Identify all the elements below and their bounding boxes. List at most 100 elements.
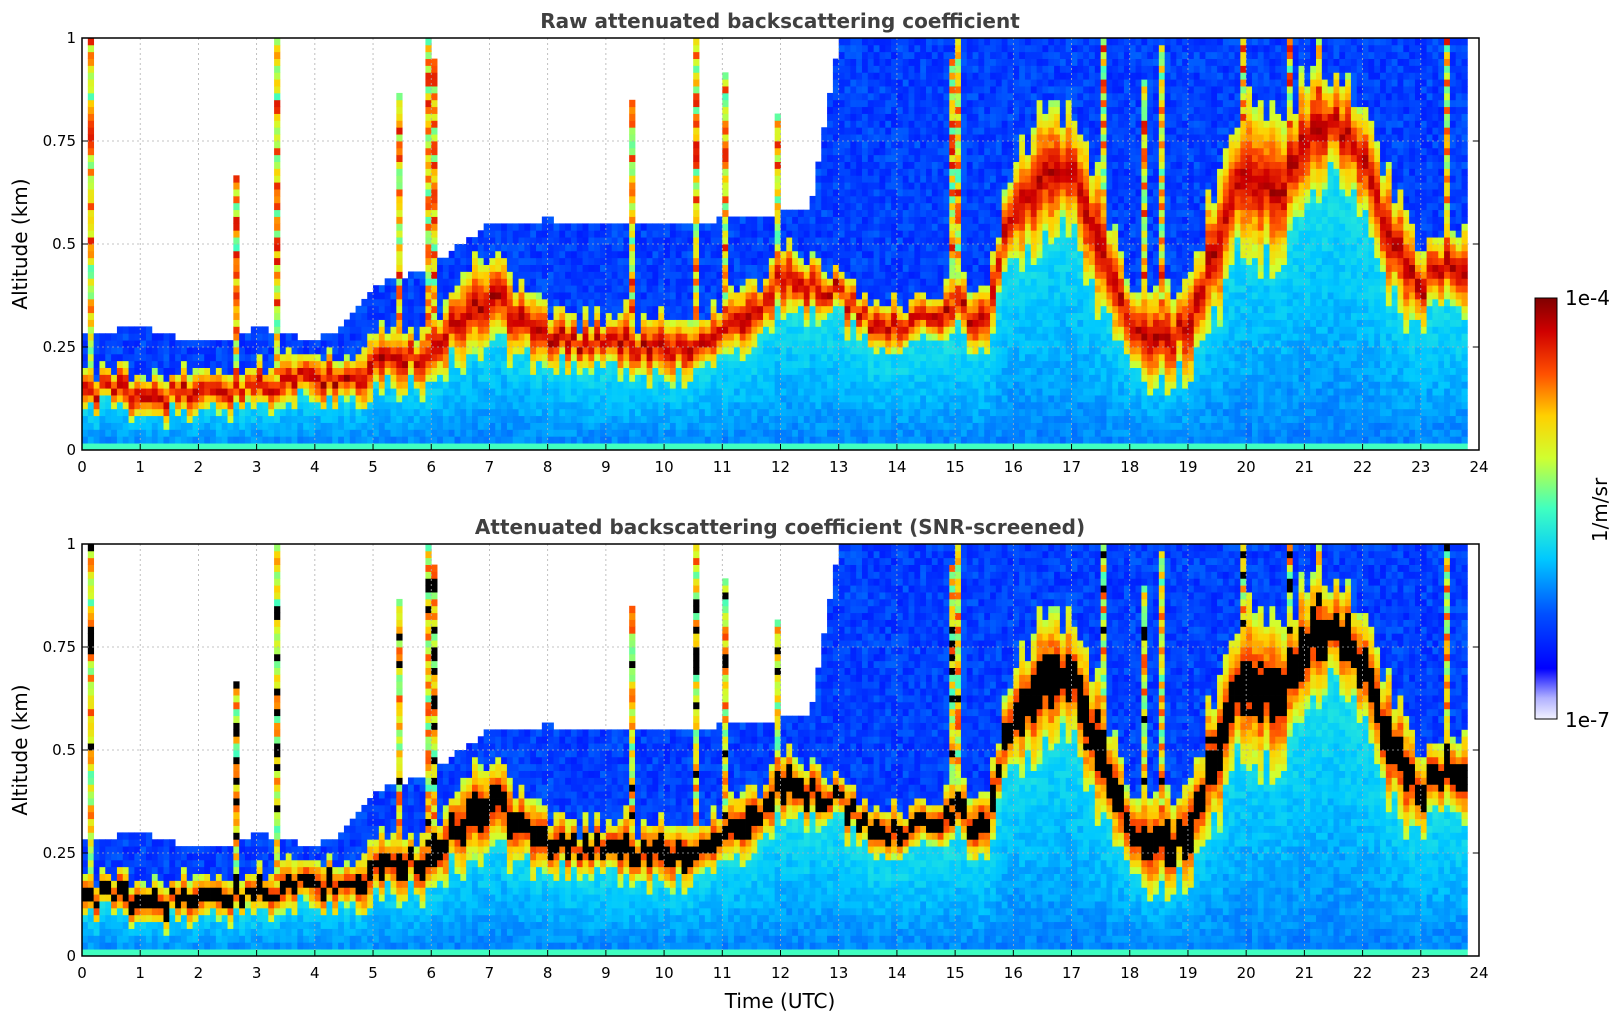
heatmap-cell bbox=[705, 278, 711, 285]
heatmap-cell bbox=[845, 306, 851, 313]
heatmap-cell bbox=[786, 320, 792, 327]
heatmap-cell bbox=[751, 306, 757, 313]
heatmap-cell bbox=[746, 292, 752, 299]
heatmap-cell bbox=[455, 354, 461, 361]
heatmap-cell bbox=[885, 361, 891, 368]
heatmap-cell bbox=[711, 320, 717, 327]
heatmap-cell bbox=[682, 395, 688, 402]
heatmap-cell bbox=[641, 258, 647, 265]
heatmap-cell bbox=[693, 244, 699, 251]
heatmap-cell bbox=[594, 271, 600, 278]
heatmap-cell bbox=[641, 436, 647, 443]
heatmap-cell bbox=[431, 72, 437, 79]
heatmap-cell bbox=[903, 388, 909, 395]
heatmap-cell bbox=[588, 402, 594, 409]
heatmap-cell bbox=[815, 203, 821, 210]
heatmap-cell bbox=[373, 326, 379, 333]
heatmap-cell bbox=[763, 354, 769, 361]
heatmap-cell bbox=[437, 436, 443, 443]
heatmap-cell bbox=[699, 333, 705, 340]
heatmap-cell bbox=[885, 189, 891, 196]
heatmap-cell bbox=[146, 436, 152, 443]
heatmap-cell bbox=[577, 395, 583, 402]
heatmap-cell bbox=[501, 265, 507, 272]
heatmap-cell bbox=[228, 395, 234, 402]
heatmap-cell bbox=[385, 436, 391, 443]
heatmap-cell bbox=[350, 416, 356, 423]
heatmap-cell bbox=[897, 306, 903, 313]
heatmap-cell bbox=[402, 388, 408, 395]
heatmap-cell bbox=[187, 374, 193, 381]
heatmap-cell bbox=[687, 223, 693, 230]
heatmap-cell bbox=[891, 210, 897, 217]
heatmap-cell bbox=[344, 333, 350, 340]
heatmap-cell bbox=[303, 409, 309, 416]
heatmap-cell bbox=[396, 100, 402, 107]
heatmap-cell bbox=[891, 114, 897, 121]
heatmap-cell bbox=[792, 237, 798, 244]
heatmap-cell bbox=[210, 423, 216, 430]
heatmap-cell bbox=[251, 402, 257, 409]
heatmap-cell bbox=[879, 429, 885, 436]
heatmap-cell bbox=[821, 196, 827, 203]
heatmap-cell bbox=[356, 436, 362, 443]
heatmap-cell bbox=[396, 168, 402, 175]
heatmap-cell bbox=[321, 381, 327, 388]
heatmap-cell bbox=[786, 306, 792, 313]
heatmap-cell bbox=[792, 388, 798, 395]
heatmap-cell bbox=[868, 361, 874, 368]
heatmap-cell bbox=[845, 361, 851, 368]
heatmap-cell bbox=[670, 395, 676, 402]
heatmap-cell bbox=[274, 107, 280, 114]
heatmap-cell bbox=[600, 354, 606, 361]
heatmap-cell bbox=[879, 52, 885, 59]
heatmap-cell bbox=[623, 223, 629, 230]
heatmap-cell bbox=[845, 86, 851, 93]
heatmap-cell bbox=[612, 326, 618, 333]
heatmap-cell bbox=[786, 244, 792, 251]
heatmap-cell bbox=[402, 285, 408, 292]
heatmap-cell bbox=[571, 429, 577, 436]
heatmap-cell bbox=[315, 395, 321, 402]
heatmap-cell bbox=[868, 107, 874, 114]
heatmap-cell bbox=[588, 423, 594, 430]
heatmap-cell bbox=[332, 368, 338, 375]
heatmap-cell bbox=[711, 416, 717, 423]
heatmap-cell bbox=[850, 436, 856, 443]
heatmap-cell bbox=[751, 299, 757, 306]
heatmap-cell bbox=[158, 409, 164, 416]
heatmap-cell bbox=[443, 285, 449, 292]
heatmap-cell bbox=[163, 381, 169, 388]
heatmap-cell bbox=[658, 354, 664, 361]
heatmap-cell bbox=[635, 285, 641, 292]
heatmap-cell bbox=[856, 388, 862, 395]
heatmap-cell bbox=[728, 436, 734, 443]
heatmap-cell bbox=[548, 258, 554, 265]
heatmap-cell bbox=[658, 436, 664, 443]
heatmap-cell bbox=[111, 402, 117, 409]
heatmap-cell bbox=[391, 368, 397, 375]
heatmap-cell bbox=[606, 429, 612, 436]
heatmap-cell bbox=[798, 306, 804, 313]
heatmap-cell bbox=[751, 416, 757, 423]
heatmap-cell bbox=[402, 409, 408, 416]
heatmap-cell bbox=[862, 429, 868, 436]
heatmap-cell bbox=[379, 395, 385, 402]
heatmap-cell bbox=[332, 429, 338, 436]
heatmap-cell bbox=[746, 265, 752, 272]
heatmap-cell bbox=[472, 244, 478, 251]
heatmap-cell bbox=[542, 354, 548, 361]
heatmap-cell bbox=[274, 244, 280, 251]
heatmap-cell bbox=[769, 381, 775, 388]
heatmap-cell bbox=[431, 230, 437, 237]
heatmap-cell bbox=[495, 409, 501, 416]
heatmap-cell bbox=[839, 429, 845, 436]
heatmap-cell bbox=[792, 409, 798, 416]
heatmap-cell bbox=[845, 271, 851, 278]
heatmap-cell bbox=[792, 278, 798, 285]
heatmap-cell bbox=[693, 271, 699, 278]
heatmap-cell bbox=[472, 354, 478, 361]
heatmap-cell bbox=[513, 244, 519, 251]
heatmap-cell bbox=[513, 313, 519, 320]
heatmap-cell bbox=[850, 381, 856, 388]
